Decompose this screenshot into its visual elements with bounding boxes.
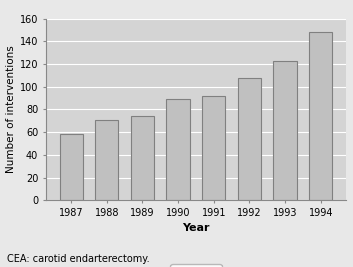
Y-axis label: Number of interventions: Number of interventions [6,46,16,173]
Bar [131,116,154,200]
Bar [202,96,225,200]
Bar [274,61,297,200]
X-axis label: Year: Year [182,223,210,233]
Bar [238,78,261,200]
Bar [167,99,190,200]
Legend: CEA: CEA [170,264,222,267]
Bar [95,120,118,200]
Bar [309,32,332,200]
Bar [60,134,83,200]
Text: CEA: carotid endarterectomy.: CEA: carotid endarterectomy. [7,254,150,264]
